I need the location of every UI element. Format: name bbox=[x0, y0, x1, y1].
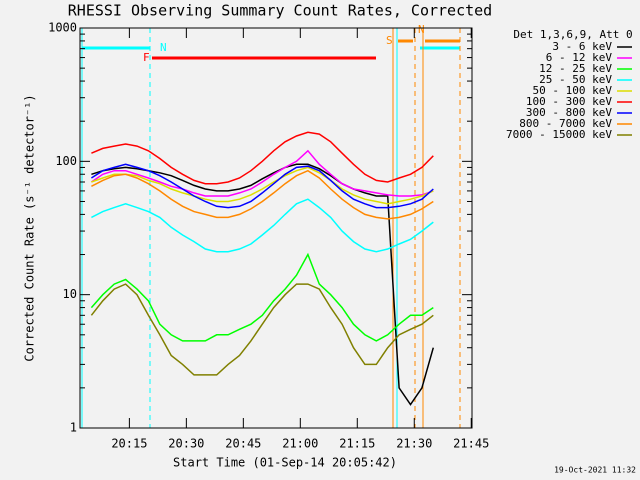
series-line bbox=[91, 163, 435, 406]
x-axis-label: Start Time (01-Sep-14 20:05:42) bbox=[173, 456, 397, 470]
flag-label: S bbox=[386, 34, 393, 47]
y-tick-label: 100 bbox=[55, 154, 77, 168]
series-line bbox=[90, 149, 434, 197]
legend-title: Det 1,3,6,9, Att 0 bbox=[513, 28, 632, 41]
x-tick-label: 21:00 bbox=[282, 437, 318, 451]
x-tick-label: 21:45 bbox=[453, 437, 489, 451]
flag-label: N bbox=[418, 23, 425, 36]
x-tick-label: 21:15 bbox=[339, 437, 375, 451]
flag-label: F bbox=[143, 51, 150, 64]
y-tick-label: 1000 bbox=[48, 21, 77, 35]
plot-frame bbox=[79, 27, 473, 429]
series-line bbox=[91, 198, 434, 253]
legend-label: 300 - 800 keV bbox=[526, 106, 612, 119]
series-line bbox=[91, 131, 434, 185]
y-tick-label: 10 bbox=[63, 287, 77, 301]
chart-title: RHESSI Observing Summary Count Rates, Co… bbox=[68, 2, 492, 20]
series-line bbox=[90, 252, 434, 342]
x-tick-label: 20:45 bbox=[225, 437, 261, 451]
series-line bbox=[91, 166, 434, 205]
legend-label: 12 - 25 keV bbox=[539, 62, 612, 75]
series-line bbox=[90, 283, 434, 376]
footer: 19-Oct-2021 11:32 bbox=[554, 466, 636, 475]
legend-label: 7000 - 15000 keV bbox=[506, 128, 612, 141]
legend-label: 800 - 7000 keV bbox=[519, 117, 612, 130]
x-tick-label: 21:30 bbox=[396, 437, 432, 451]
series-line bbox=[91, 169, 434, 220]
x-tick-label: 20:15 bbox=[111, 437, 147, 451]
legend-label: 6 - 12 keV bbox=[546, 51, 613, 64]
y-axis-label: Corrected Count Rate (s⁻¹ detector⁻¹) bbox=[23, 94, 37, 361]
y-tick-label: 1 bbox=[70, 421, 77, 435]
legend-label: 25 - 50 keV bbox=[539, 73, 612, 86]
legend-label: 50 - 100 keV bbox=[533, 84, 613, 97]
legend-label: 100 - 300 keV bbox=[526, 95, 612, 108]
x-tick-label: 20:30 bbox=[168, 437, 204, 451]
legend-label: 3 - 6 keV bbox=[552, 40, 612, 53]
flag-bars bbox=[81, 28, 461, 428]
series-line bbox=[90, 163, 434, 209]
flag-label: N bbox=[160, 41, 167, 54]
